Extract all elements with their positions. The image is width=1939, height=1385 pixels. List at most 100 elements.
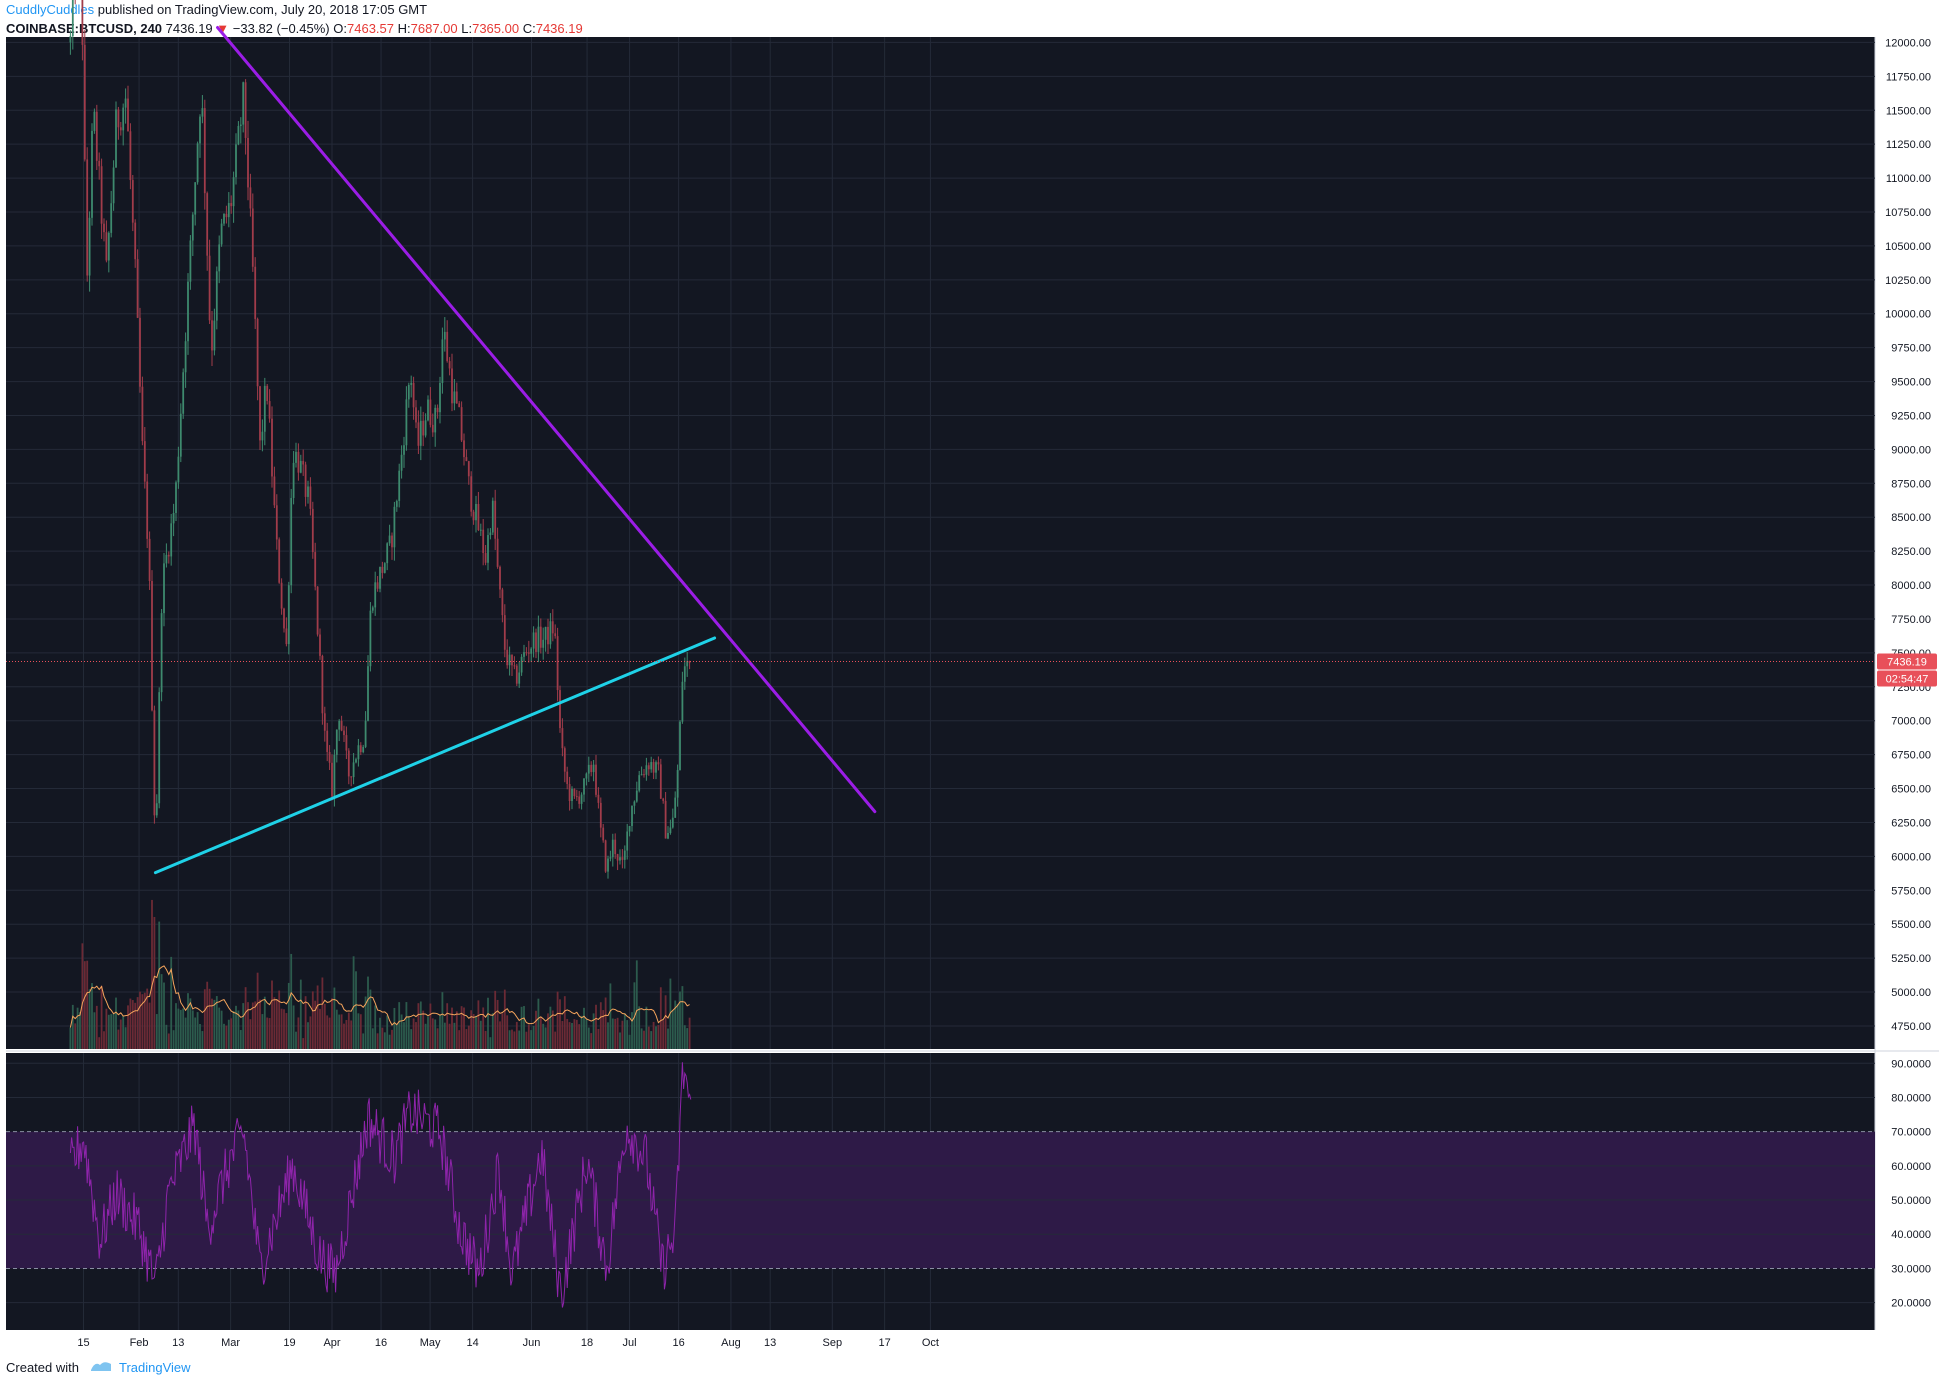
volume-bar	[535, 1010, 537, 1049]
candle-body	[410, 382, 413, 385]
volume-bar	[513, 1031, 516, 1049]
candle-body	[511, 654, 513, 666]
candle-body	[201, 108, 204, 117]
candle-body	[230, 203, 233, 207]
candle-body	[165, 554, 168, 564]
volume-bar	[434, 1019, 437, 1049]
close-label: C:	[522, 21, 536, 36]
candle-body	[669, 827, 672, 834]
candle-body	[321, 655, 324, 714]
candle-body	[355, 759, 357, 763]
volume-bar	[249, 1019, 252, 1049]
volume-bar	[254, 1001, 257, 1049]
volume-bar	[184, 1017, 187, 1049]
candle-body	[326, 730, 329, 752]
candle-body	[347, 750, 350, 777]
candle-body	[525, 652, 528, 654]
candle-body	[683, 666, 686, 682]
volume-bar	[100, 985, 103, 1049]
candle-body	[335, 729, 338, 755]
candle-body	[393, 506, 396, 548]
candle-body	[460, 407, 463, 441]
volume-bar	[460, 1006, 463, 1049]
candle-body	[383, 563, 386, 573]
candle-body	[357, 745, 360, 760]
candle-body	[568, 784, 571, 802]
volume-bar	[81, 943, 84, 1049]
candle-body	[614, 839, 617, 855]
candle-body	[451, 368, 453, 404]
volume-bar	[371, 1028, 374, 1049]
last-price-badge-text: 7436.19	[1887, 657, 1927, 669]
volume-bar	[628, 1034, 631, 1049]
volume-bar	[275, 999, 278, 1049]
volume-bar	[266, 1017, 269, 1049]
volume-bar	[350, 1020, 353, 1049]
candle-body	[609, 857, 612, 859]
candle-body	[98, 160, 101, 167]
volume-bar	[155, 1014, 158, 1049]
volume-bar	[160, 974, 163, 1049]
volume-bar	[559, 999, 561, 1049]
candle-body	[376, 582, 379, 589]
candle-body	[331, 762, 333, 797]
volume-bar	[527, 1024, 530, 1049]
price-tick-label: 5250.00	[1891, 953, 1931, 965]
candle-body	[590, 764, 593, 773]
volume-bar	[602, 1010, 605, 1049]
symbol-label[interactable]: COINBASE:BTCUSD, 240	[6, 21, 163, 36]
candle-body	[117, 109, 120, 128]
candle-body	[179, 413, 182, 457]
close-value: 7436.19	[535, 21, 583, 36]
candle-body	[640, 774, 643, 776]
volume-bar	[345, 1019, 348, 1049]
volume-bar	[244, 987, 247, 1049]
volume-bar	[619, 1032, 621, 1049]
volume-bar	[643, 1030, 645, 1049]
time-axis[interactable]	[6, 1330, 1875, 1360]
volume-bar	[91, 983, 93, 1049]
tradingview-link[interactable]: TradingView	[118, 1360, 191, 1375]
volume-bar	[659, 987, 662, 1049]
candle-body	[203, 108, 206, 194]
volume-bar	[124, 1027, 127, 1049]
volume-bar	[578, 1024, 581, 1049]
volume-bar	[328, 1017, 331, 1049]
price-pane[interactable]	[6, 37, 1875, 1049]
volume-bar	[230, 1018, 233, 1049]
volume-bar	[299, 979, 302, 1049]
volume-bars	[69, 899, 691, 1049]
candle-body	[441, 339, 444, 384]
publish-text: published on TradingView.com, July 20, 2…	[94, 2, 428, 17]
candle-body	[676, 770, 679, 798]
volume-bar	[88, 989, 91, 1049]
volume-bar	[115, 997, 117, 1049]
resistance-trendline[interactable]	[216, 26, 877, 814]
volume-bar	[381, 1027, 384, 1049]
volume-bar	[340, 1014, 343, 1049]
support-trendline[interactable]	[153, 636, 717, 875]
candle-body	[508, 654, 511, 666]
candle-body	[292, 462, 295, 498]
volume-bar	[491, 1013, 494, 1049]
candle-body	[434, 407, 437, 433]
low-label: L:	[461, 21, 473, 36]
volume-bar	[206, 981, 209, 1049]
ohlc-legend: COINBASE:BTCUSD, 240 7436.19 ▼ −33.82 (−…	[6, 21, 583, 36]
volume-bar	[544, 1027, 547, 1049]
price-tick-label: 9750.00	[1891, 343, 1931, 355]
price-tick-label: 10750.00	[1885, 207, 1931, 219]
volume-bar	[347, 1012, 350, 1049]
candle-body	[283, 608, 285, 629]
candle-body	[211, 320, 213, 351]
candle-body	[146, 481, 149, 539]
volume-bar	[549, 1006, 552, 1049]
candle-body	[71, 0, 74, 37]
candle-body	[69, 36, 72, 43]
candle-body	[122, 107, 125, 131]
time-tick-label: 13	[172, 1337, 184, 1349]
candle-body	[633, 801, 636, 806]
price-tick-label: 7000.00	[1891, 716, 1931, 728]
volume-bar	[280, 1008, 283, 1049]
